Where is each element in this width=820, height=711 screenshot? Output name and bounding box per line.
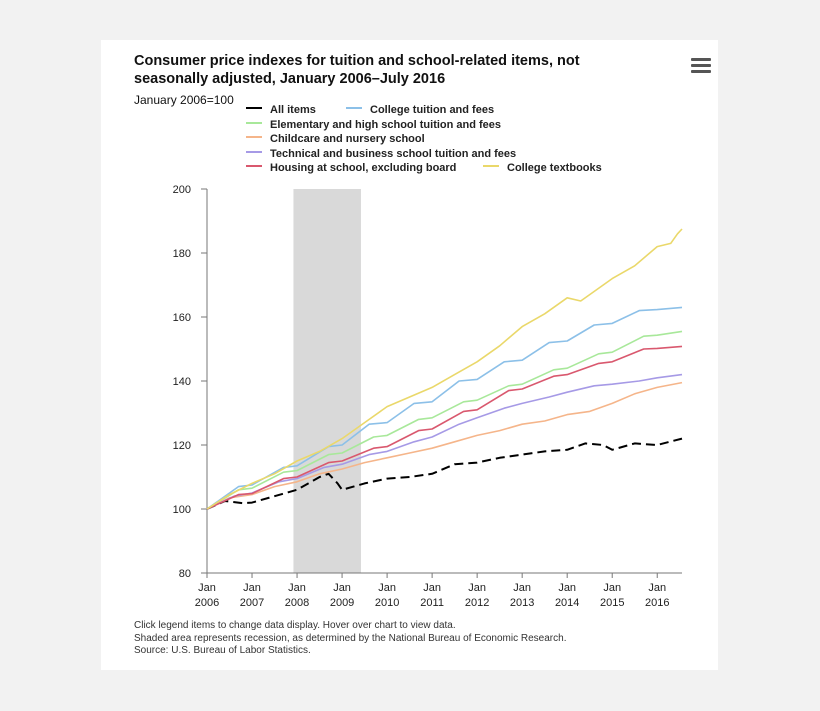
- legend-swatch: [483, 165, 499, 168]
- note-source: Source: U.S. Bureau of Labor Statistics.: [134, 645, 311, 656]
- legend-swatch: [246, 165, 262, 168]
- legend-swatch: [246, 107, 262, 110]
- x-tick-label-month: Jan: [288, 582, 306, 594]
- x-tick-label-month: Jan: [558, 582, 576, 594]
- legend-label: Elementary and high school tuition and f…: [270, 119, 502, 131]
- legend-label: College tuition and fees: [370, 104, 495, 116]
- series-line-2: [206, 330, 683, 510]
- x-tick-label-month: Jan: [333, 582, 351, 594]
- y-tick-label: 120: [173, 440, 191, 452]
- series-line-5: [206, 345, 683, 510]
- series-line-4: [206, 373, 683, 510]
- legend-item-college-textbooks[interactable]: College textbooks: [483, 161, 602, 175]
- legend-label: Technical and business school tuition an…: [270, 148, 517, 160]
- x-tick-label-month: Jan: [648, 582, 666, 594]
- chart-subtitle: January 2006=100: [134, 93, 234, 107]
- line-chart[interactable]: 80 100 120 140 160 180 200 Jan 2006 Jan 2007 Jan 200…: [101, 40, 718, 620]
- y-tick-label: 180: [173, 248, 191, 260]
- x-tick-label-month: Jan: [513, 582, 531, 594]
- y-tick-label: 80: [179, 568, 191, 580]
- y-tick-label: 200: [173, 184, 191, 196]
- x-tick-label-month: Jan: [423, 582, 441, 594]
- y-tick-label: 160: [173, 312, 191, 324]
- legend-item-housing-at-school[interactable]: Housing at school, excluding board: [246, 161, 456, 175]
- x-tick-label-month: Jan: [468, 582, 486, 594]
- legend-swatch: [246, 151, 262, 154]
- legend-swatch: [246, 136, 262, 139]
- recession-band: [293, 189, 361, 573]
- note-recession: Shaded area represents recession, as det…: [134, 632, 567, 644]
- x-tick-label-month: Jan: [378, 582, 396, 594]
- x-tick-label-year: 2013: [510, 597, 534, 609]
- legend-item-all-items[interactable]: All items: [246, 103, 316, 117]
- legend-label: Housing at school, excluding board: [270, 162, 457, 174]
- legend-swatch: [346, 107, 362, 110]
- x-tick-label-month: Jan: [603, 582, 621, 594]
- y-tick-label: 140: [173, 376, 191, 388]
- x-tick-label-year: 2009: [330, 597, 354, 609]
- series-line-3: [206, 381, 683, 510]
- y-tick-label: 100: [173, 504, 191, 516]
- legend-item-technical-business[interactable]: Technical and business school tuition an…: [246, 147, 516, 161]
- menu-icon[interactable]: [691, 58, 711, 74]
- legend-item-childcare[interactable]: Childcare and nursery school: [246, 132, 425, 146]
- series-line-6: [206, 228, 683, 510]
- legend-label: College textbooks: [507, 162, 602, 174]
- legend-item-college-tuition[interactable]: College tuition and fees: [346, 103, 494, 117]
- x-tick-label-year: 2010: [375, 597, 399, 609]
- x-tick-label-year: 2016: [645, 597, 669, 609]
- legend-label: All items: [270, 104, 316, 116]
- x-tick-label-year: 2008: [285, 597, 309, 609]
- legend-swatch: [246, 122, 262, 125]
- x-tick-label-year: 2014: [555, 597, 579, 609]
- x-tick-label-year: 2012: [465, 597, 489, 609]
- x-tick-label-year: 2006: [195, 597, 219, 609]
- x-tick-label-year: 2015: [600, 597, 624, 609]
- chart-notes: Click legend items to change data displa…: [134, 620, 566, 658]
- chart-title: Consumer price indexes for tuition and s…: [134, 53, 580, 87]
- note-interaction: Click legend items to change data displa…: [134, 620, 456, 631]
- series-line-0: [206, 437, 683, 510]
- x-tick-label-year: 2011: [420, 597, 444, 609]
- series-line-1: [206, 306, 683, 510]
- x-tick-label-month: Jan: [198, 582, 216, 594]
- x-tick-label-month: Jan: [243, 582, 261, 594]
- x-tick-label-year: 2007: [240, 597, 264, 609]
- legend-label: Childcare and nursery school: [270, 133, 425, 145]
- legend-item-elementary-high-school[interactable]: Elementary and high school tuition and f…: [246, 118, 501, 132]
- chart-card: Consumer price indexes for tuition and s…: [101, 40, 718, 670]
